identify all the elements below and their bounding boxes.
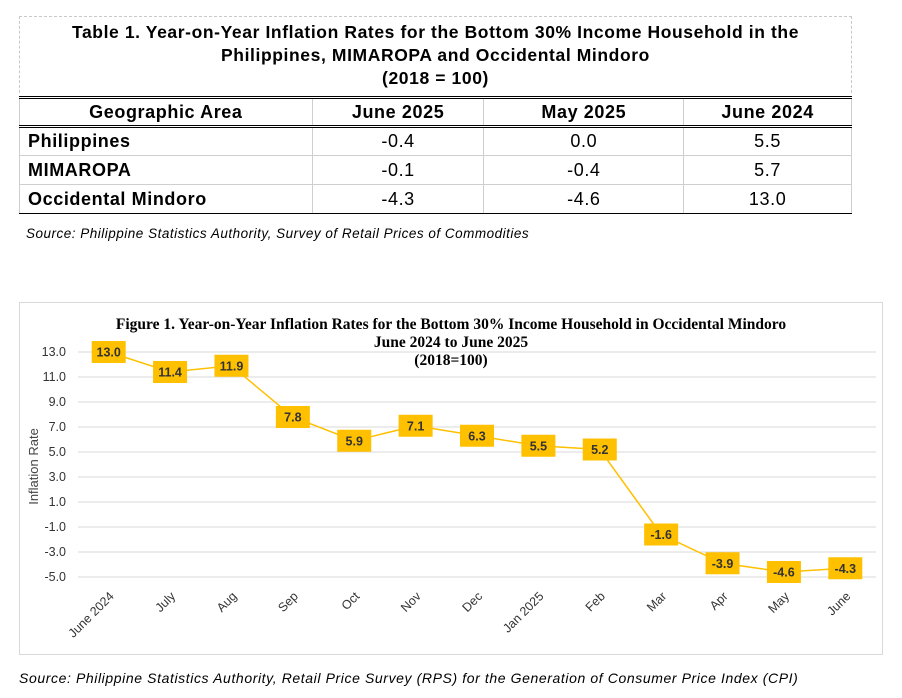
table-title: Table 1. Year-on-Year Inflation Rates fo… <box>20 17 851 93</box>
table-source-note: Source: Philippine Statistics Authority,… <box>26 226 530 241</box>
x-tick-label: Nov <box>398 589 424 615</box>
data-point-marker <box>705 552 740 575</box>
data-label: -1.6 <box>650 528 672 542</box>
data-label: 7.8 <box>284 411 301 425</box>
y-tick-label: -5.0 <box>44 570 66 584</box>
data-point-marker <box>582 438 617 461</box>
data-label: 13.0 <box>97 346 121 360</box>
x-tick-label: Sep <box>275 589 301 615</box>
row-value: 5.5 <box>683 126 852 156</box>
data-label: -3.9 <box>712 557 734 571</box>
data-point-marker <box>153 361 188 383</box>
chart-title-line3: (2018=100) <box>414 352 488 369</box>
data-label: 7.1 <box>407 419 424 433</box>
row-area-label: MIMAROPA <box>19 155 313 185</box>
table-title-line1: Table 1. Year-on-Year Inflation Rates fo… <box>71 22 800 42</box>
x-tick-label: June 2024 <box>66 589 117 640</box>
row-value: -4.6 <box>483 184 685 214</box>
table-header-row: Geographic Area June 2025 May 2025 June … <box>19 96 852 128</box>
y-tick-label: 3.0 <box>49 470 66 484</box>
data-point-marker <box>214 354 249 377</box>
y-tick-label: 5.0 <box>49 445 66 459</box>
table-row: MIMAROPA -0.1 -0.4 5.7 <box>19 155 852 185</box>
x-tick-label: Mar <box>644 589 669 614</box>
x-tick-label: Dec <box>459 589 485 615</box>
data-label: 5.2 <box>591 443 608 457</box>
data-label: 11.9 <box>220 359 244 373</box>
table-title-line3: (2018 = 100) <box>382 68 489 88</box>
row-value: -0.4 <box>311 126 485 156</box>
chart-title-line2: June 2024 to June 2025 <box>373 334 529 351</box>
header-geographic-area: Geographic Area <box>19 96 313 128</box>
x-tick-label: June <box>824 589 853 618</box>
y-tick-label: -3.0 <box>44 545 66 559</box>
y-axis-label: Inflation Rate <box>26 428 41 505</box>
x-tick-label: July <box>153 589 179 615</box>
y-tick-label: 11.0 <box>43 370 66 384</box>
data-point-marker <box>644 523 679 546</box>
y-tick-label: 9.0 <box>49 395 66 409</box>
chart-frame <box>19 302 883 655</box>
header-june-2024: June 2024 <box>683 96 852 128</box>
row-value: 0.0 <box>483 126 685 156</box>
x-tick-label: Aug <box>214 589 240 615</box>
table-row: Philippines -0.4 0.0 5.5 <box>19 126 852 156</box>
chart-title: Figure 1. Year-on-Year Inflation Rates f… <box>0 316 902 370</box>
inflation-table: Geographic Area June 2025 May 2025 June … <box>19 96 852 214</box>
y-tick-label: -1.0 <box>44 520 66 534</box>
data-label: 11.4 <box>158 366 182 380</box>
data-label: 5.9 <box>346 434 363 448</box>
data-point-marker <box>398 414 433 437</box>
data-label: -4.3 <box>835 562 857 576</box>
table-title-box: Table 1. Year-on-Year Inflation Rates fo… <box>19 16 852 93</box>
y-tick-label: 7.0 <box>49 420 66 434</box>
x-tick-label: Apr <box>707 589 731 613</box>
row-value: 5.7 <box>683 155 852 185</box>
data-label: 6.3 <box>468 429 485 443</box>
data-point-marker <box>828 557 863 580</box>
header-june-2025: June 2025 <box>311 96 485 128</box>
data-point-marker <box>275 406 310 428</box>
data-label: 5.5 <box>530 439 547 453</box>
table-title-line2: Philippines, MIMAROPA and Occidental Min… <box>221 45 650 65</box>
data-label: -4.6 <box>773 566 795 580</box>
table-row: Occidental Mindoro -4.3 -4.6 13.0 <box>19 184 852 214</box>
header-may-2025: May 2025 <box>483 96 685 128</box>
data-point-marker <box>460 424 494 447</box>
y-tick-label: 13.0 <box>42 345 66 359</box>
row-value: 13.0 <box>683 184 852 214</box>
data-point-marker <box>337 429 372 452</box>
data-point-marker <box>766 561 801 583</box>
x-tick-label: Feb <box>583 589 608 614</box>
chart-title-line1: Figure 1. Year-on-Year Inflation Rates f… <box>115 316 787 333</box>
row-area-label: Occidental Mindoro <box>19 184 313 214</box>
row-area-label: Philippines <box>19 126 313 156</box>
row-value: -4.3 <box>311 184 485 214</box>
data-point-marker <box>521 434 556 457</box>
chart-source-note: Source: Philippine Statistics Authority,… <box>19 670 799 686</box>
series-line <box>108 351 846 573</box>
row-value: -0.4 <box>483 155 685 185</box>
x-tick-label: Jan 2025 <box>500 589 546 635</box>
data-point-marker <box>91 341 126 363</box>
x-tick-label: Oct <box>339 589 363 613</box>
y-tick-label: 1.0 <box>49 495 66 509</box>
x-tick-label: May <box>765 589 792 616</box>
row-value: -0.1 <box>311 155 485 185</box>
